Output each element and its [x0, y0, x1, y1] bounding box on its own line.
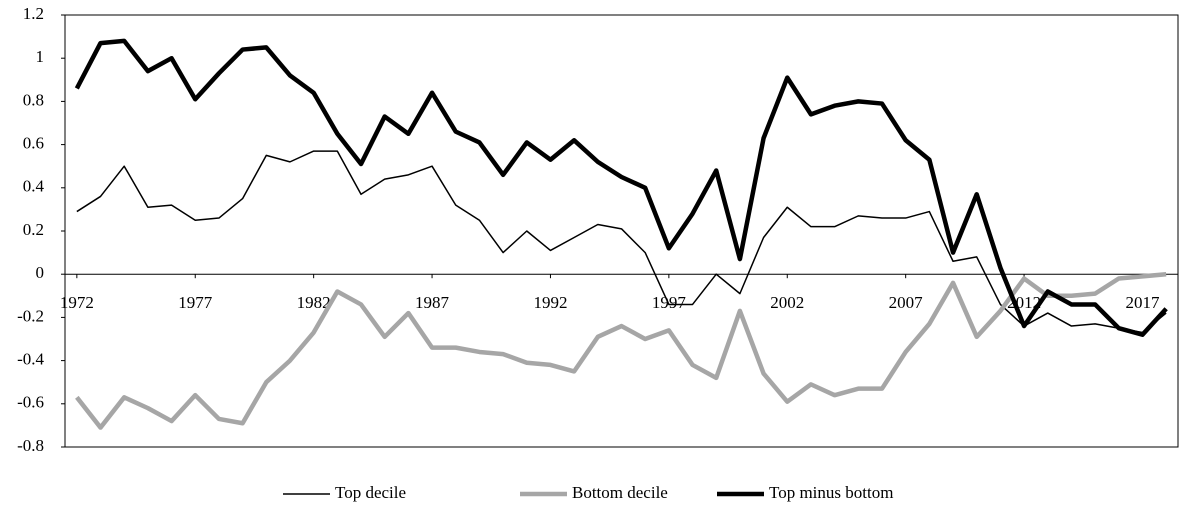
series-line	[74, 38, 1168, 337]
x-tick-label: 1997	[652, 293, 687, 312]
legend-label: Bottom decile	[572, 483, 668, 502]
x-tick-label: 1987	[415, 293, 450, 312]
x-tick-label: 1977	[178, 293, 213, 312]
y-tick-label: 1.2	[23, 4, 44, 23]
y-tick-label: 0.4	[23, 177, 45, 196]
series-line	[75, 271, 1167, 430]
y-tick-label: 0.8	[23, 90, 44, 109]
y-tick-label: 0.6	[23, 134, 44, 153]
y-tick-label: 1	[36, 47, 45, 66]
x-tick-label: 2007	[889, 293, 924, 312]
y-tick-label: -0.8	[17, 436, 44, 455]
x-tick-label: 1972	[60, 293, 94, 312]
y-tick-label: -0.2	[17, 306, 44, 325]
plot-frame	[64, 14, 1179, 448]
y-tick-label: 0	[36, 263, 45, 282]
x-tick-label: 1982	[297, 293, 331, 312]
series-line	[76, 150, 1167, 334]
x-tick-label: 1992	[533, 293, 567, 312]
y-tick-label: 0.2	[23, 220, 44, 239]
x-tick-label: 2017	[1125, 293, 1160, 312]
y-tick-label: -0.4	[17, 350, 44, 369]
x-tick-label: 2002	[770, 293, 804, 312]
legend-label: Top minus bottom	[769, 483, 893, 502]
legend-label: Top decile	[335, 483, 406, 502]
y-tick-label: -0.6	[17, 393, 44, 412]
